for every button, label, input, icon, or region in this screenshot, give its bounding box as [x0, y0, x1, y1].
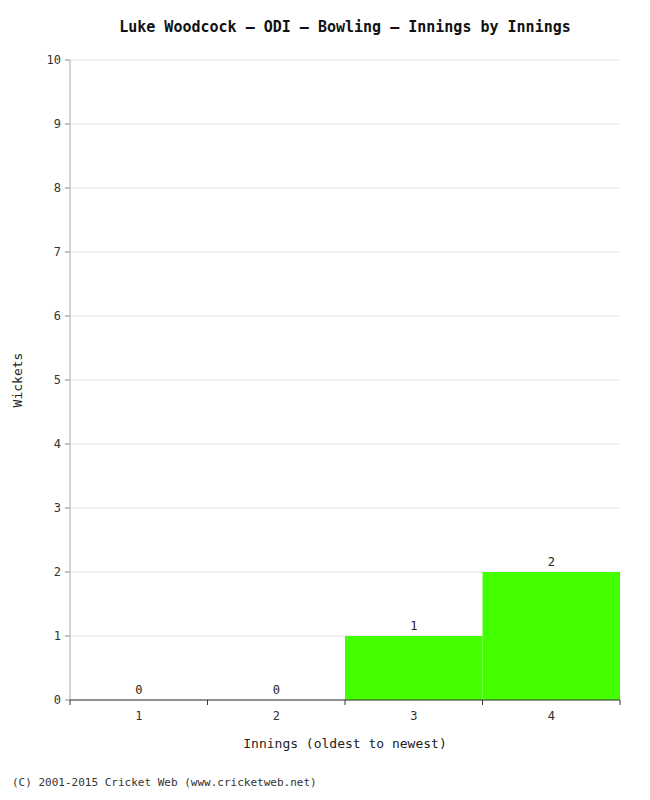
chart-svg: 0 1 2 3 4 5 6 7 8 9 10 0 0 1 2 1 2 3 4 Luke Woodcock – ODI … — [0, 0, 650, 800]
y-grid — [70, 60, 620, 700]
data-label: 2 — [548, 555, 555, 569]
y-tick — [65, 124, 70, 125]
data-label: 0 — [273, 683, 280, 697]
data-labels: 0 0 1 2 — [135, 555, 555, 697]
x-axis-label: Innings (oldest to newest) — [243, 736, 447, 751]
x-tick-label: 4 — [548, 709, 555, 723]
grid-line — [70, 124, 620, 125]
grid-line — [70, 508, 620, 509]
y-tick — [65, 700, 70, 701]
x-boundary-tick — [482, 700, 483, 705]
y-tick-label: 7 — [54, 245, 61, 259]
y-tick-label: 0 — [54, 693, 61, 707]
y-tick-label: 1 — [54, 629, 61, 643]
grid-line — [70, 316, 620, 317]
grid-line — [70, 60, 620, 61]
y-tick — [65, 444, 70, 445]
bar — [483, 572, 621, 700]
y-tick-label: 9 — [54, 117, 61, 131]
y-tick-label: 4 — [54, 437, 61, 451]
grid-line — [70, 380, 620, 381]
x-tick-labels: 1 2 3 4 — [135, 709, 555, 723]
bars — [345, 572, 620, 700]
y-tick-labels: 0 1 2 3 4 5 6 7 8 9 10 — [47, 53, 70, 707]
y-tick — [65, 188, 70, 189]
y-tick-label: 8 — [54, 181, 61, 195]
x-tick-label: 3 — [410, 709, 417, 723]
x-tick-label: 2 — [273, 709, 280, 723]
y-tick-label: 10 — [47, 53, 61, 67]
y-tick — [65, 508, 70, 509]
grid-line — [70, 444, 620, 445]
y-axis-label: Wickets — [10, 353, 25, 408]
chart-title: Luke Woodcock – ODI – Bowling – Innings … — [119, 18, 571, 36]
y-tick-label: 2 — [54, 565, 61, 579]
y-tick-label: 5 — [54, 373, 61, 387]
y-tick-label: 3 — [54, 501, 61, 515]
y-tick — [65, 636, 70, 637]
chart-container: 0 1 2 3 4 5 6 7 8 9 10 0 0 1 2 1 2 3 4 Luke Woodcock – ODI … — [0, 0, 650, 800]
y-axis-line — [70, 60, 71, 700]
grid-line — [70, 252, 620, 253]
y-tick — [65, 572, 70, 573]
grid-line — [70, 188, 620, 189]
footer-annotation: (C) 2001-2015 Cricket Web (www.cricketwe… — [12, 776, 317, 789]
data-label: 0 — [135, 683, 142, 697]
x-boundary-tick — [70, 700, 71, 705]
x-tick-label: 1 — [135, 709, 142, 723]
bar — [345, 636, 483, 700]
y-tick — [65, 60, 70, 61]
y-tick — [65, 380, 70, 381]
x-boundary-tick — [620, 700, 621, 705]
x-boundary-tick — [207, 700, 208, 705]
y-tick — [65, 252, 70, 253]
data-label: 1 — [410, 619, 417, 633]
x-boundary-tick — [345, 700, 346, 705]
y-tick-label: 6 — [54, 309, 61, 323]
y-tick — [65, 316, 70, 317]
